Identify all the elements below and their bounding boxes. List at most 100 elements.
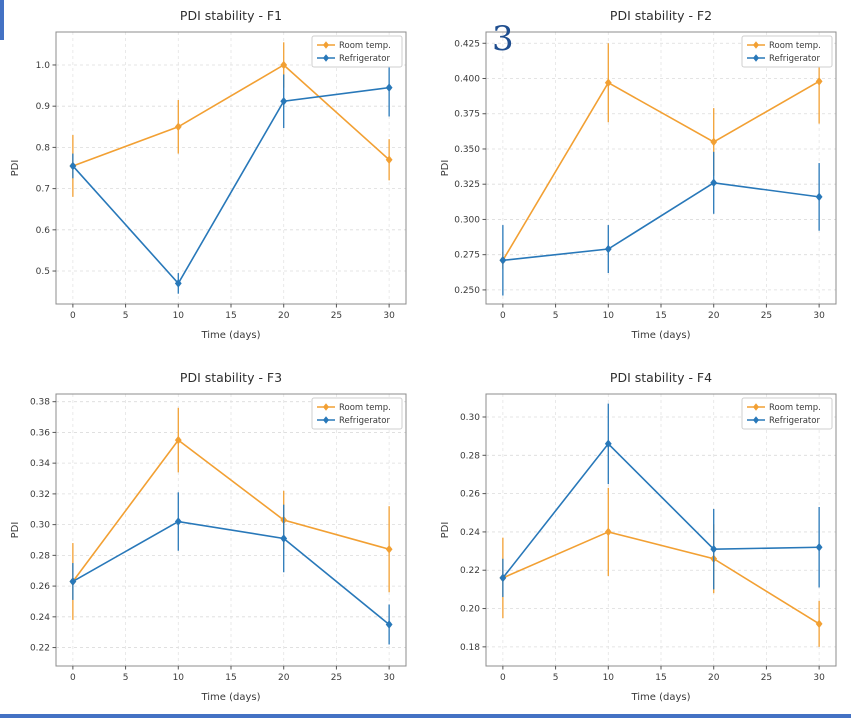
- data-point-marker: [385, 83, 393, 92]
- y-axis-label: PDI: [440, 522, 451, 539]
- legend-box: [311, 397, 403, 430]
- legend-label: Room temp.: [339, 403, 391, 413]
- data-point-marker: [385, 544, 393, 554]
- y-tick-label: 0.28: [30, 551, 50, 561]
- series-line: [72, 86, 390, 285]
- y-tick-label: 1.0: [36, 61, 51, 71]
- y-tick-label: 0.22: [30, 644, 50, 654]
- x-tick-label: 20: [708, 673, 720, 683]
- series-line: [72, 520, 390, 626]
- legend-label: Room temp.: [339, 41, 391, 51]
- plot-spines: [485, 31, 837, 305]
- legend-box: [741, 397, 833, 430]
- data-point-marker: [385, 155, 393, 165]
- x-tick-label: 25: [331, 673, 342, 683]
- legend-marker: [753, 416, 759, 424]
- y-tick-label: 0.32: [30, 490, 50, 500]
- chart-title: PDI stability - F4: [610, 370, 712, 385]
- y-tick-label: 0.20: [460, 605, 480, 615]
- x-tick-label: 0: [500, 311, 506, 321]
- y-tick-label: 0.34: [30, 459, 50, 469]
- legend-label: Refrigerator: [769, 416, 820, 426]
- chart-svg: 0 5 10 15 20 25 30 0.250 0.275 0.300 0.325 0.350 0.3…: [440, 8, 837, 341]
- x-tick-label: 20: [708, 311, 720, 321]
- y-tick-label: 0.22: [460, 566, 480, 576]
- legend-marker: [323, 403, 329, 411]
- y-tick-label: 0.425: [454, 39, 480, 49]
- x-axis-label: Time (days): [200, 330, 260, 341]
- x-axis-label: Time (days): [630, 330, 690, 341]
- x-tick-label: 30: [813, 673, 825, 683]
- data-point-marker: [604, 527, 612, 537]
- legend-label: Refrigerator: [339, 416, 390, 426]
- x-tick-label: 30: [383, 311, 395, 321]
- y-tick-label: 0.300: [454, 215, 480, 225]
- data-point-marker: [174, 279, 182, 288]
- chart-pdi-stability-f4: 0 5 10 15 20 25 30 0.18 0.20 0.22 0.24 0.26 0.28 0.30…: [436, 368, 844, 708]
- legend-marker: [753, 41, 759, 49]
- y-tick-label: 0.400: [454, 75, 480, 85]
- bottom-border-line: [0, 714, 851, 718]
- x-tick-label: 15: [655, 311, 666, 321]
- x-tick-label: 10: [603, 673, 615, 683]
- x-tick-label: 5: [123, 673, 129, 683]
- data-point-marker: [280, 96, 288, 106]
- y-axis-label: PDI: [10, 160, 21, 177]
- data-point-marker: [710, 544, 718, 554]
- data-point-marker: [710, 178, 718, 188]
- y-tick-label: 0.30: [30, 521, 50, 531]
- data-point-marker: [280, 60, 288, 70]
- data-point-marker: [174, 435, 182, 445]
- x-tick-label: 20: [278, 673, 290, 683]
- x-tick-label: 30: [813, 311, 825, 321]
- legend-marker: [753, 403, 759, 411]
- chart-pdi-stability-f3: 0 5 10 15 20 25 30 0.22 0.24 0.26 0.28 0.30 0.32 0.34…: [6, 368, 414, 708]
- x-tick-label: 25: [331, 311, 342, 321]
- data-point-marker: [815, 619, 823, 629]
- legend-marker: [753, 54, 759, 62]
- y-tick-label: 0.18: [460, 643, 480, 653]
- series-line: [502, 531, 820, 625]
- data-point-marker: [604, 78, 612, 87]
- plot-spines: [55, 31, 407, 305]
- y-tick-label: 0.24: [460, 528, 480, 538]
- y-tick-label: 0.250: [454, 286, 480, 296]
- left-border-line: [0, 0, 4, 40]
- x-tick-label: 20: [278, 311, 290, 321]
- chart-title: PDI stability - F2: [610, 8, 712, 23]
- chart-svg: 0 5 10 15 20 25 30 0.22 0.24 0.26 0.28 0.30 0.32 0.34…: [10, 370, 407, 703]
- y-tick-label: 0.26: [30, 582, 50, 592]
- x-tick-label: 15: [655, 673, 666, 683]
- y-tick-label: 0.375: [454, 110, 480, 120]
- data-point-marker: [604, 439, 612, 449]
- legend-marker: [323, 54, 329, 62]
- x-tick-label: 0: [70, 673, 76, 683]
- x-axis-label: Time (days): [200, 692, 260, 703]
- legend-label: Refrigerator: [339, 54, 390, 64]
- data-point-marker: [499, 573, 507, 583]
- data-point-marker: [815, 542, 823, 552]
- data-point-marker: [710, 137, 718, 147]
- chart-svg: 0 5 10 15 20 25 30 0.18 0.20 0.22 0.24 0.26 0.28 0.30…: [440, 370, 837, 703]
- legend-box: [311, 35, 403, 68]
- y-tick-label: 0.9: [36, 102, 51, 112]
- x-tick-label: 10: [603, 311, 615, 321]
- x-tick-label: 5: [553, 673, 559, 683]
- x-tick-label: 5: [123, 311, 129, 321]
- y-tick-label: 0.8: [36, 143, 51, 153]
- legend-label: Refrigerator: [769, 54, 820, 64]
- chart-title: PDI stability - F3: [180, 370, 282, 385]
- x-tick-label: 30: [383, 673, 395, 683]
- y-tick-label: 0.325: [454, 180, 480, 190]
- y-axis-label: PDI: [10, 522, 21, 539]
- x-tick-label: 0: [70, 311, 76, 321]
- y-tick-label: 0.24: [30, 613, 50, 623]
- data-point-marker: [815, 77, 823, 86]
- data-point-marker: [174, 517, 182, 526]
- data-point-marker: [280, 534, 288, 543]
- series-line: [502, 442, 820, 579]
- y-tick-label: 0.350: [454, 145, 480, 155]
- series-line: [502, 181, 820, 262]
- x-tick-label: 10: [173, 673, 185, 683]
